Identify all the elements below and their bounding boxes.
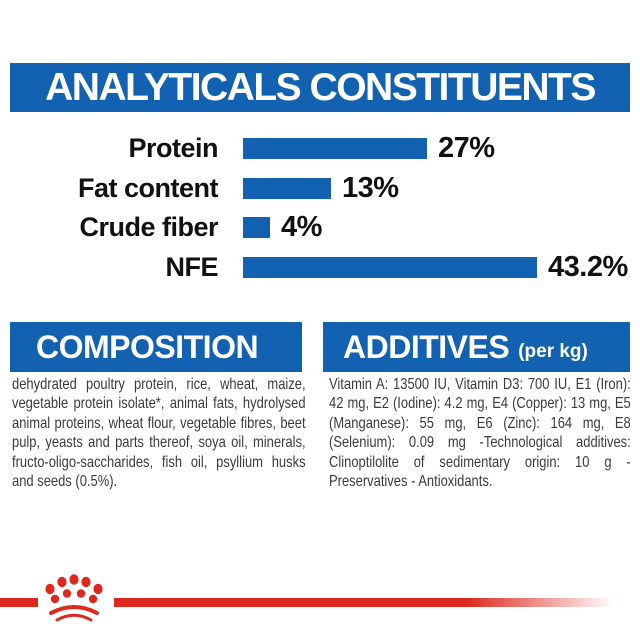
- chart-value-label: 43.2%: [548, 250, 628, 283]
- chart-bar: [243, 256, 537, 278]
- composition-title: COMPOSITION: [36, 328, 259, 365]
- chart-category-label: Protein: [128, 132, 218, 163]
- chart-row: Fat content 13%: [0, 171, 640, 204]
- analytical-constituents-title: ANALYTICALS CONSTITUENTS: [45, 65, 596, 109]
- additives-body-text: Vitamin A: 13500 IU, Vitamin D3: 700 IU,…: [329, 376, 631, 491]
- additives-per-kg-label: (per kg): [518, 341, 588, 362]
- composition-body-text: dehydrated poultry protein, rice, wheat,…: [12, 376, 306, 491]
- chart-bar: [243, 216, 270, 238]
- chart-category-label: Crude fiber: [79, 211, 218, 242]
- chart-row: NFE 43.2%: [0, 250, 640, 283]
- additives-banner: ADDITIVES (per kg): [323, 322, 630, 372]
- brand-divider-line-right: [114, 598, 640, 607]
- chart-row: Crude fiber 4%: [0, 210, 640, 243]
- chart-bar: [243, 137, 427, 159]
- composition-banner: COMPOSITION: [10, 322, 302, 372]
- chart-value-label: 27%: [438, 131, 495, 164]
- chart-bar: [243, 177, 331, 199]
- analytical-constituents-banner: ANALYTICALS CONSTITUENTS: [10, 63, 630, 112]
- additives-title: ADDITIVES: [343, 328, 510, 365]
- royal-canin-crown-icon: [45, 574, 103, 622]
- chart-row: Protein 27%: [0, 131, 640, 164]
- chart-category-label: Fat content: [78, 172, 219, 203]
- chart-value-label: 13%: [342, 171, 399, 204]
- chart-category-label: NFE: [165, 251, 219, 282]
- chart-value-label: 4%: [281, 210, 322, 243]
- brand-divider-line-left: [0, 598, 38, 607]
